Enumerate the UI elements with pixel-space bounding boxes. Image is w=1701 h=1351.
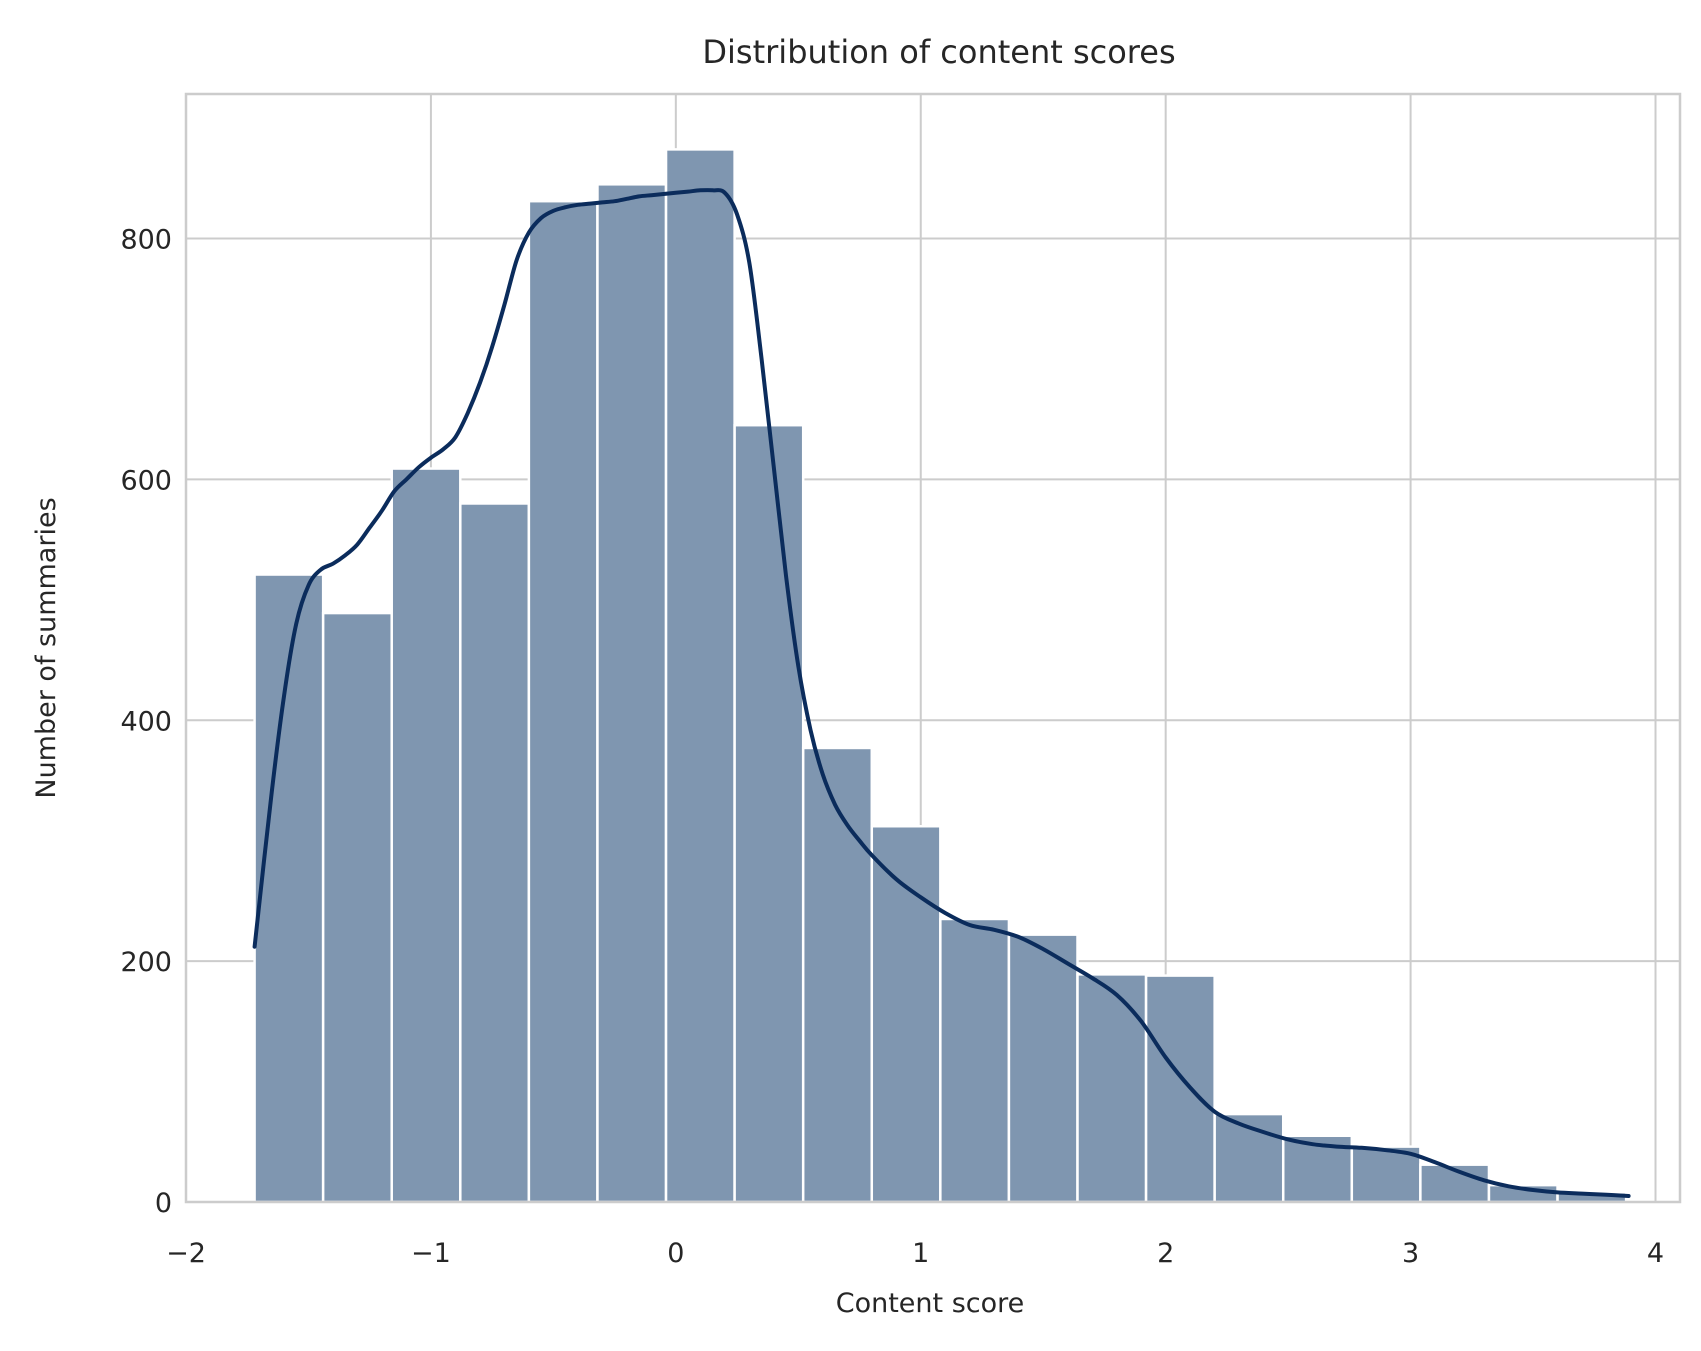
x-tick-label: 1 — [912, 1238, 929, 1269]
histogram-bar — [321, 611, 393, 1204]
y-tick-label: 600 — [120, 465, 172, 496]
histogram-bar — [664, 148, 736, 1204]
x-tick-label: 2 — [1157, 1238, 1174, 1269]
x-axis-ticks: −2 −1 0 1 2 3 4 — [166, 1238, 1664, 1269]
histogram-bar — [733, 423, 805, 1204]
kde-density-curve — [252, 188, 1631, 1198]
histogram-bar — [390, 467, 462, 1204]
x-tick-label: 3 — [1402, 1238, 1419, 1269]
histogram-bar — [870, 824, 942, 1204]
histogram-bar — [596, 183, 668, 1204]
histogram-bar — [1144, 974, 1216, 1204]
histogram-bar — [253, 573, 325, 1204]
y-tick-label: 800 — [120, 225, 172, 256]
x-tick-label: −1 — [411, 1238, 451, 1269]
x-tick-label: 0 — [667, 1238, 684, 1269]
histogram-bar — [939, 917, 1011, 1204]
histogram-bar — [1076, 973, 1148, 1204]
histogram-bar — [527, 199, 599, 1204]
plot-frame — [184, 92, 1682, 1204]
histogram-bar — [1350, 1145, 1422, 1204]
y-tick-label: 0 — [155, 1188, 172, 1219]
x-tick-label: −2 — [166, 1238, 206, 1269]
x-tick-label: 4 — [1647, 1238, 1664, 1269]
y-axis-label: Number of summaries — [31, 497, 62, 798]
y-tick-label: 400 — [120, 706, 172, 737]
y-axis-ticks: 0 200 400 600 800 — [120, 225, 172, 1219]
chart-title: Distribution of content scores — [702, 33, 1175, 71]
histogram-bar — [1007, 933, 1079, 1204]
histogram-bar — [459, 502, 531, 1204]
histogram-bars — [253, 148, 1628, 1204]
y-tick-label: 200 — [120, 947, 172, 978]
histogram-bar — [801, 746, 874, 1204]
x-axis-label: Content score — [836, 1288, 1025, 1319]
